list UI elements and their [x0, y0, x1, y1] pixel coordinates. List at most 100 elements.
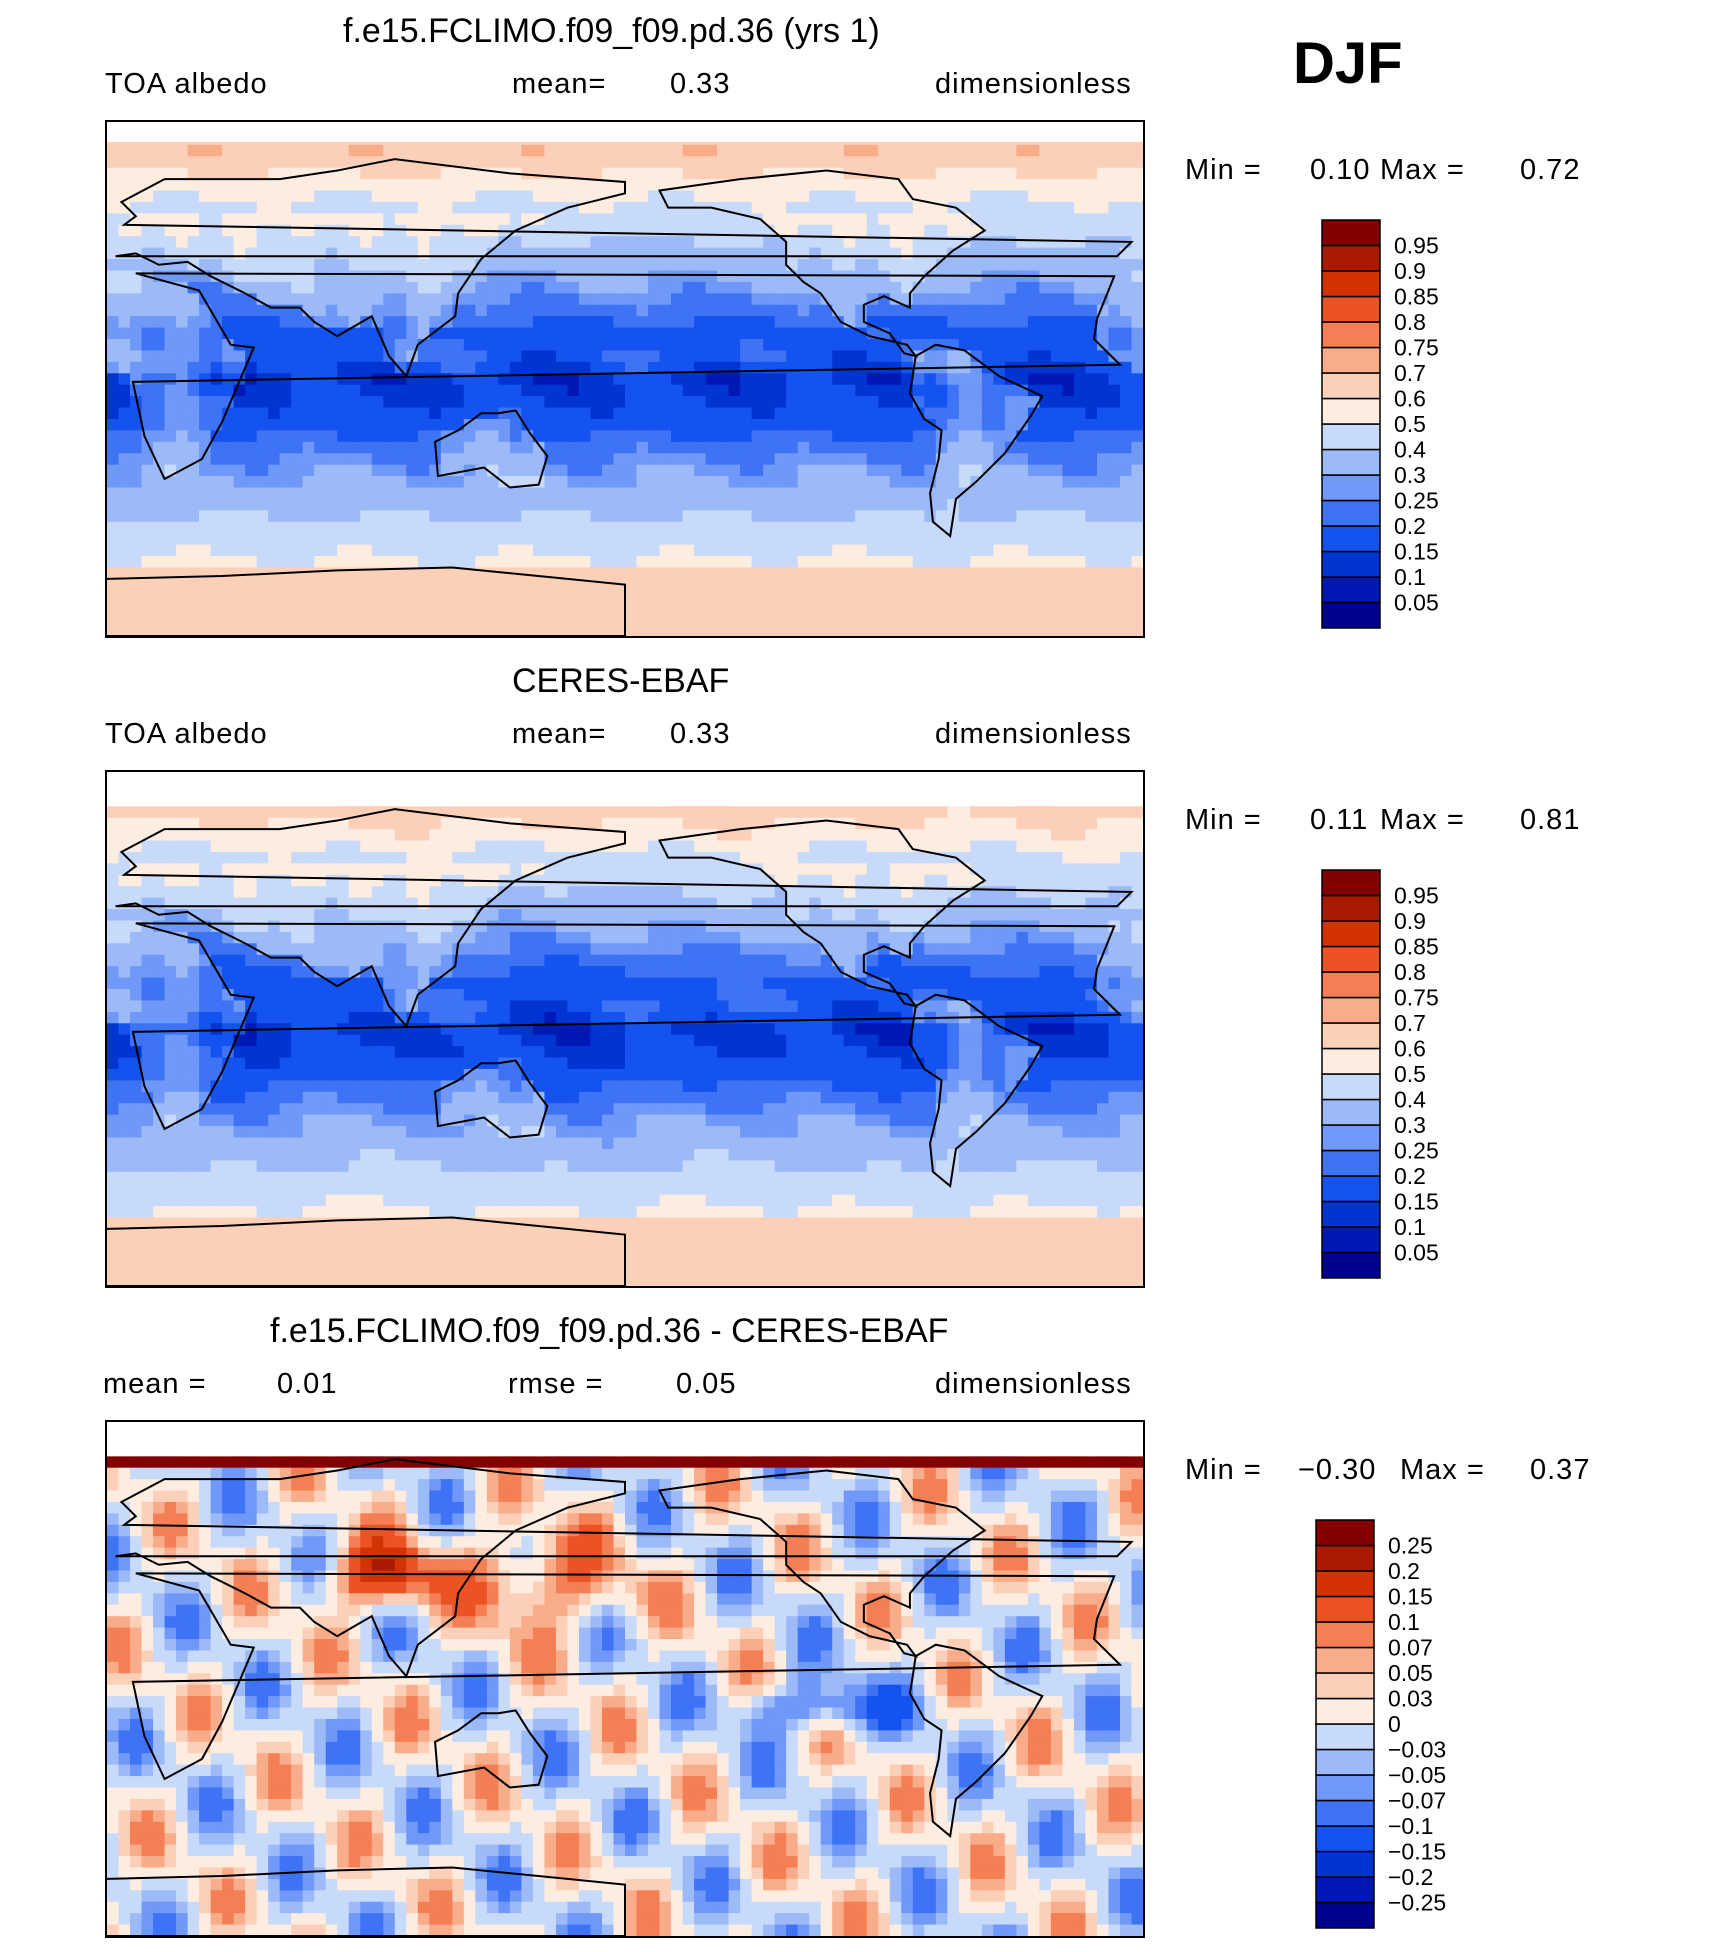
map-cell: [1039, 179, 1052, 192]
map-cell: [1027, 863, 1041, 876]
map-cell: [509, 384, 523, 397]
map-cell: [705, 293, 718, 306]
map-cell: [590, 281, 603, 295]
map-cell: [337, 430, 350, 443]
map-cell: [164, 453, 177, 466]
map-cell: [717, 624, 730, 636]
map-cell: [325, 213, 339, 226]
map-cell: [1108, 556, 1121, 569]
map-cell: [958, 567, 972, 580]
map-cell: [486, 350, 500, 363]
map-cell: [625, 236, 638, 249]
map-cell: [659, 613, 672, 626]
map-cell: [245, 498, 258, 512]
map-cell: [1108, 601, 1121, 615]
map-cell: [314, 407, 327, 420]
map-cell: [141, 829, 154, 842]
map-cell: [1016, 236, 1029, 249]
map-cell: [291, 281, 304, 295]
map-cell: [786, 624, 799, 636]
map-cell: [187, 464, 200, 477]
map-cell: [222, 361, 235, 375]
map-cell: [371, 361, 385, 375]
map-cell: [705, 384, 718, 397]
map-cell: [268, 407, 281, 420]
map-cell: [268, 270, 281, 283]
map-cell: [337, 396, 350, 409]
map-cell: [590, 487, 603, 500]
map-cell: [705, 430, 718, 443]
map-cell: [1062, 476, 1075, 489]
map-cell: [832, 521, 845, 535]
map-cell: [486, 327, 500, 340]
map-cell: [164, 167, 177, 180]
map-cell: [141, 396, 154, 409]
map-cell: [832, 544, 845, 557]
map-cell: [889, 590, 903, 603]
map-cell: [740, 384, 753, 397]
map-cell: [406, 453, 419, 466]
map-cell: [924, 874, 937, 888]
map-cell: [256, 270, 270, 283]
map-cell: [763, 476, 776, 489]
map-cell: [866, 613, 880, 626]
map-cell: [509, 179, 523, 192]
map-cell: [1016, 567, 1029, 580]
map-cell: [1108, 521, 1121, 535]
map-cell: [210, 396, 223, 409]
map-cell: [820, 601, 834, 615]
map-cell: [210, 430, 223, 443]
map-cell: [843, 510, 857, 523]
map-cell: [291, 556, 304, 569]
map-cell: [130, 441, 143, 455]
map-cell: [935, 373, 949, 386]
map-cell: [130, 179, 143, 192]
map-cell: [1039, 806, 1052, 819]
map-cell: [717, 304, 730, 318]
map-cell: [1027, 533, 1041, 546]
map-cell: [130, 350, 143, 363]
map-cell: [648, 384, 661, 397]
map-cell: [843, 361, 857, 375]
map-cell: [901, 487, 914, 500]
map-cell: [141, 407, 154, 420]
map-cell: [452, 156, 465, 169]
map-cell: [659, 601, 672, 615]
map-cell: [268, 361, 281, 375]
map-cell: [279, 464, 293, 477]
map-cell: [555, 453, 569, 466]
map-cell: [1004, 806, 1018, 819]
map-cell: [360, 384, 373, 397]
map-cell: [440, 281, 454, 295]
map-cell: [360, 407, 373, 420]
map-cell: [958, 167, 972, 180]
map-cell: [337, 851, 350, 865]
map-cell: [498, 327, 511, 340]
map-cell: [924, 190, 937, 203]
map-cell: [820, 590, 834, 603]
map-cell: [912, 441, 926, 455]
map-cell: [118, 453, 131, 466]
map-cell: [855, 281, 868, 295]
map-cell: [1119, 316, 1133, 329]
map-cell: [774, 578, 788, 592]
map-cell: [774, 396, 788, 409]
map-cell: [901, 316, 914, 329]
map-cell: [912, 373, 926, 386]
map-cell: [210, 487, 223, 500]
map-cell: [141, 476, 154, 489]
map-cell: [532, 339, 546, 352]
map-cell: [222, 578, 235, 592]
map-cell: [1085, 179, 1098, 192]
map-cell: [705, 281, 718, 295]
map-cell: [222, 316, 235, 329]
map-cell: [751, 236, 764, 249]
map-cell: [555, 361, 569, 375]
map-cell: [970, 179, 983, 192]
map-cell: [728, 270, 741, 283]
map-cell: [360, 327, 373, 340]
map-cell: [210, 201, 223, 215]
map-cell: [763, 304, 776, 318]
map-cell: [613, 863, 626, 876]
map-cell: [924, 247, 937, 260]
